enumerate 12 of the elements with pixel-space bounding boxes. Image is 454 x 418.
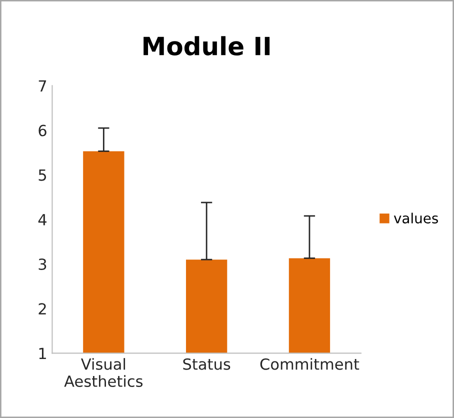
y-tick-label: 3 bbox=[38, 258, 46, 270]
y-tick-label: 5 bbox=[38, 170, 46, 181]
chart-title: Module II bbox=[144, 36, 270, 56]
legend-label: values bbox=[394, 212, 438, 224]
y-tick-label: 7 bbox=[38, 80, 46, 92]
x-tick-label: Commitment bbox=[260, 358, 360, 370]
x-tick-label: Status bbox=[183, 358, 230, 370]
y-tick-label: 1 bbox=[39, 348, 46, 360]
x-tick-label: Visual Aesthetics bbox=[64, 358, 143, 388]
y-tick-label: 2 bbox=[38, 303, 46, 314]
y-tick-label: 6 bbox=[38, 124, 46, 136]
y-tick-label: 4 bbox=[38, 214, 46, 226]
